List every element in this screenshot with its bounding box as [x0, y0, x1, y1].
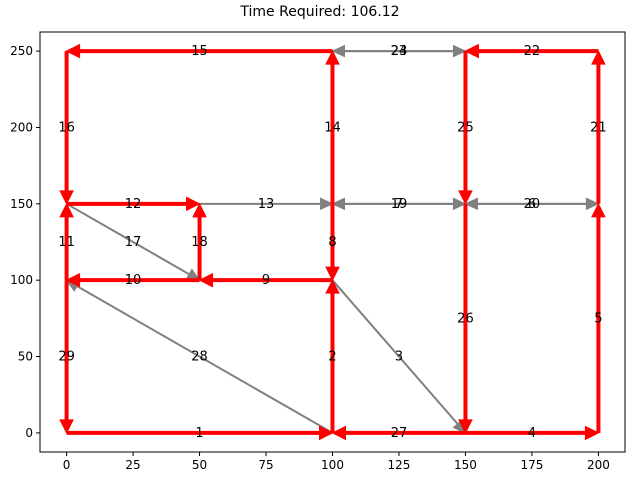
edge-arrowhead	[59, 202, 74, 218]
edge-label: 24	[391, 44, 408, 59]
edge-label: 18	[191, 235, 208, 250]
edge-label: 15	[191, 44, 208, 59]
edge-label: 21	[590, 120, 607, 135]
edge-16	[59, 51, 74, 205]
edge-label: 8	[328, 235, 336, 250]
chart-title: Time Required: 106.12	[239, 4, 399, 20]
x-tick-label: 150	[454, 458, 477, 472]
edge-label: 7	[395, 197, 403, 212]
edge-line	[66, 202, 192, 277]
edge-arrowhead	[464, 43, 479, 59]
x-tick-label: 75	[258, 458, 273, 472]
edge-label: 12	[125, 197, 142, 212]
edge-18	[192, 202, 207, 281]
edge-label: 14	[324, 120, 341, 135]
edge-line	[74, 284, 333, 434]
edge-13	[199, 197, 334, 211]
y-tick-label: 150	[10, 197, 33, 211]
x-tick-label: 125	[388, 458, 411, 472]
edge-arrowhead	[65, 272, 81, 288]
edge-label: 22	[524, 44, 541, 59]
edge-label: 25	[457, 120, 474, 135]
edge-10	[65, 272, 200, 288]
edge-label: 26	[457, 311, 474, 326]
edge-arrowhead	[325, 279, 340, 294]
edge-label: 19	[391, 197, 408, 212]
edge-arrowhead	[319, 425, 334, 441]
edge-20	[465, 197, 600, 211]
edge-5	[591, 202, 606, 433]
edge-arrowhead	[458, 419, 473, 435]
y-tick-label: 100	[10, 273, 33, 287]
edge-4	[465, 425, 600, 441]
edge-24	[332, 44, 467, 58]
x-tick-label: 0	[63, 458, 71, 472]
edge-26	[458, 203, 473, 435]
x-tick-label: 100	[321, 458, 344, 472]
edge-12	[66, 196, 201, 212]
edge-25	[458, 51, 473, 205]
edge-arrowhead	[452, 44, 467, 58]
edge-arrowhead	[59, 190, 74, 205]
edge-label: 2	[328, 350, 336, 365]
edge-27	[331, 425, 466, 441]
edge-label: 1	[195, 426, 203, 441]
edge-label: 20	[524, 197, 541, 212]
y-tick-label: 50	[18, 350, 33, 364]
edge-8	[325, 203, 340, 282]
y-tick-label: 250	[10, 44, 33, 58]
edge-arrowhead	[452, 197, 467, 211]
edge-label: 27	[391, 426, 408, 441]
edge-label: 13	[258, 197, 275, 212]
edge-29	[59, 280, 74, 435]
x-tick-label: 25	[125, 458, 140, 472]
edge-arrowhead	[59, 419, 74, 435]
edge-arrowhead	[325, 49, 340, 65]
x-tick-label: 175	[520, 458, 543, 472]
x-tick-label: 200	[587, 458, 610, 472]
edge-label: 6	[528, 197, 536, 212]
edge-22	[464, 43, 599, 59]
edge-arrowhead	[591, 202, 606, 218]
y-tick-label: 0	[25, 426, 33, 440]
edge-label: 29	[58, 350, 75, 365]
y-tick-label: 200	[10, 120, 33, 134]
edge-arrowhead	[458, 190, 473, 205]
edge-arrowhead	[331, 425, 346, 441]
edges-layer	[59, 43, 606, 441]
edge-line	[331, 279, 460, 427]
edge-label: 23	[391, 44, 408, 59]
edge-arrowhead	[186, 196, 201, 212]
edge-11	[59, 202, 74, 281]
edge-19	[332, 197, 467, 211]
edge-arrowhead	[585, 197, 600, 211]
edge-14	[325, 49, 340, 204]
edge-label: 10	[125, 273, 142, 288]
edge-label: 4	[528, 426, 536, 441]
edge-arrowhead	[65, 43, 81, 59]
edge-15	[65, 43, 333, 59]
edge-1	[66, 425, 334, 441]
edge-label: 3	[395, 350, 403, 365]
edge-label: 16	[58, 120, 75, 135]
edge-arrowhead	[325, 266, 340, 282]
edge-arrowhead	[198, 272, 214, 288]
edge-arrowhead	[584, 425, 600, 441]
edge-label: 11	[58, 235, 75, 250]
edge-2	[325, 279, 340, 433]
edge-arrowhead	[192, 202, 207, 218]
edge-label: 9	[262, 273, 270, 288]
edge-label: 17	[125, 235, 142, 250]
edge-9	[198, 272, 333, 288]
x-tick-label: 50	[192, 458, 207, 472]
edge-21	[591, 49, 606, 204]
edge-arrowhead	[320, 197, 334, 211]
edge-label: 5	[594, 311, 602, 326]
edge-label: 28	[191, 350, 208, 365]
edge-arrowhead	[591, 49, 606, 65]
